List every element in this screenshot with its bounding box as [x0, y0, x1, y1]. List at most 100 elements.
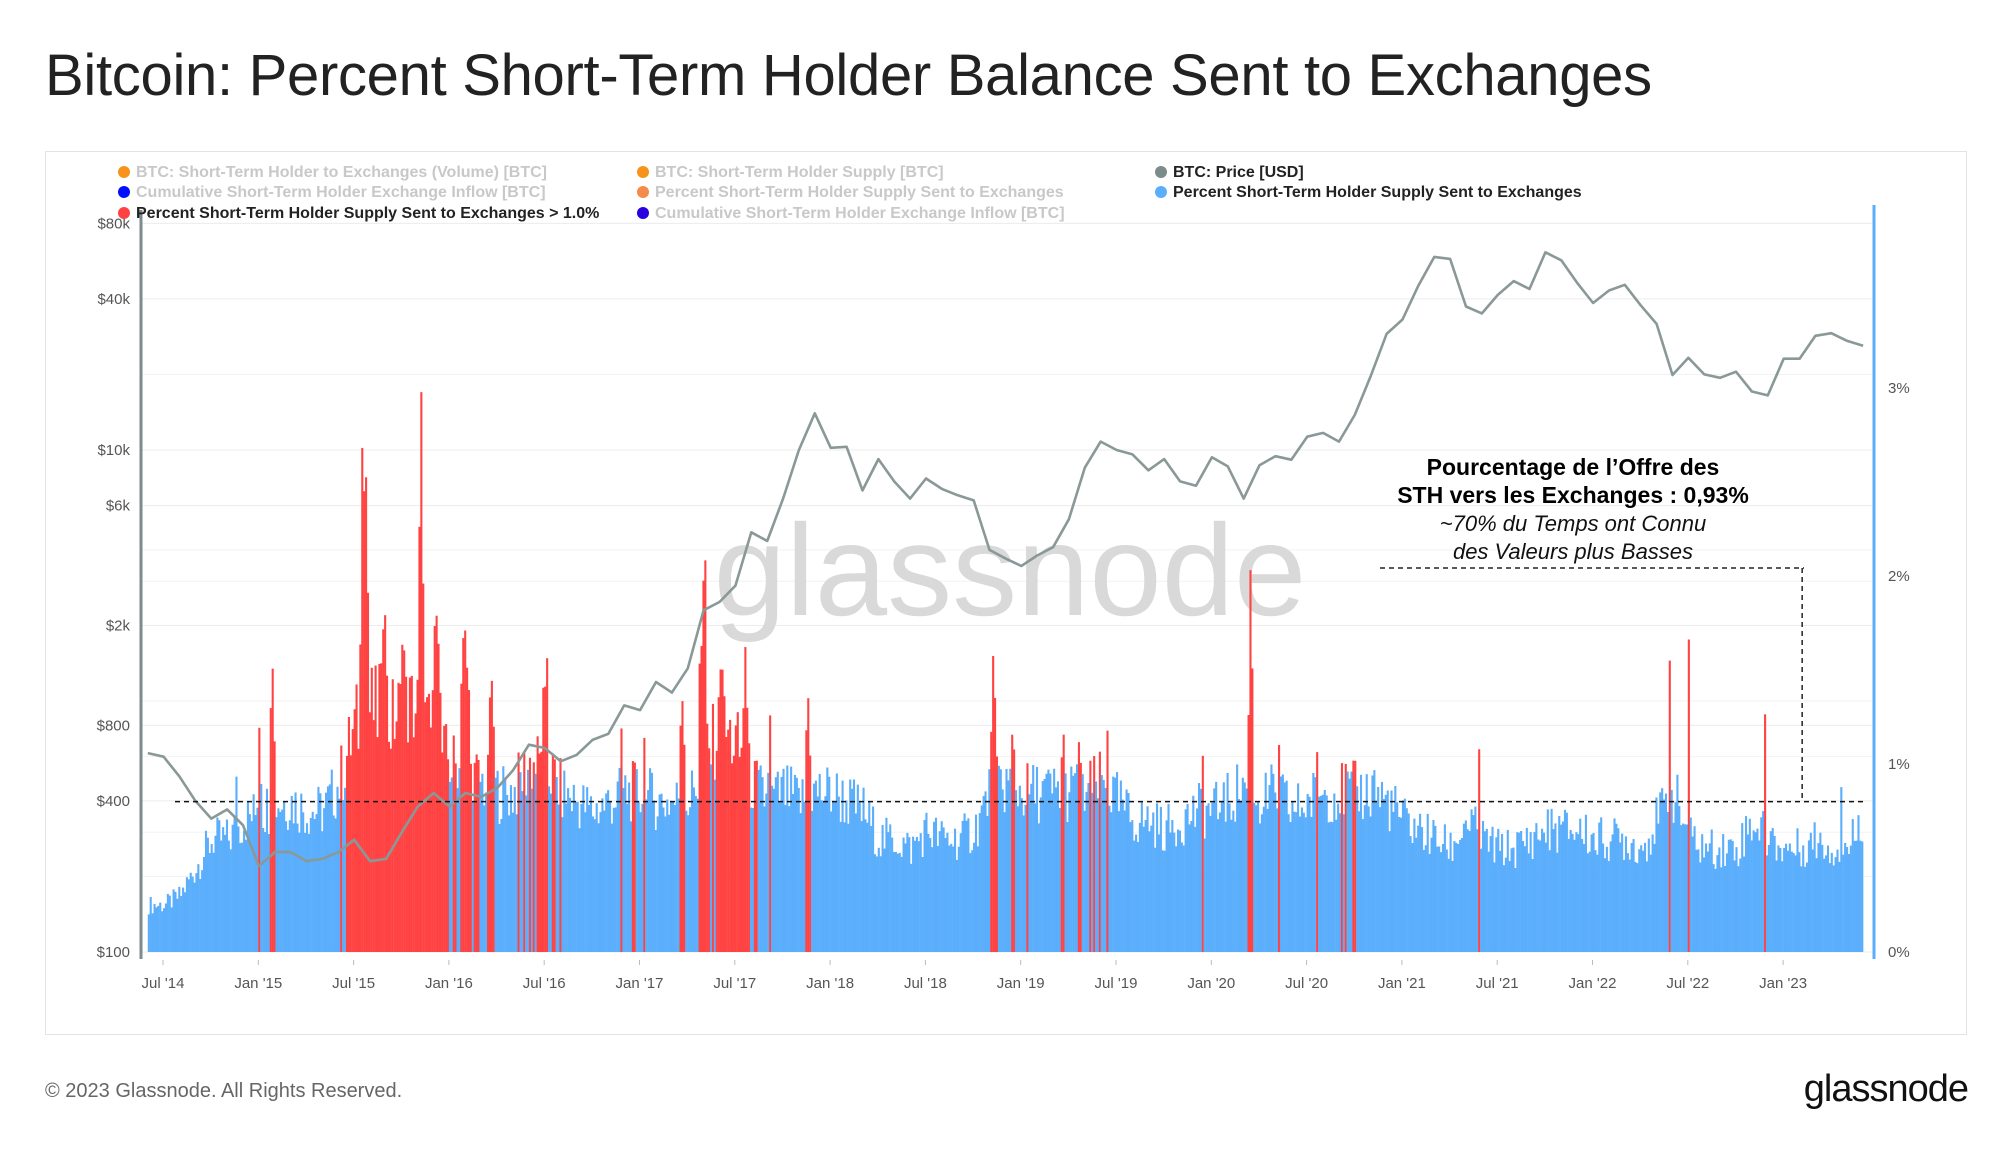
- percent-bar: [1554, 823, 1557, 952]
- legend-item[interactable]: Percent Short-Term Holder Supply Sent to…: [1155, 184, 1582, 201]
- percent-bar: [1405, 808, 1408, 952]
- legend-item[interactable]: Percent Short-Term Holder Supply Sent to…: [637, 184, 1064, 201]
- percent-bar: [1116, 772, 1119, 952]
- percent-bar: [622, 787, 625, 952]
- percent-bar: [1666, 811, 1669, 952]
- percent-bar: [1220, 800, 1223, 952]
- percent-bar: [610, 823, 614, 952]
- percent-bar: [1211, 802, 1214, 952]
- x-tick-label: Jul '22: [1666, 975, 1709, 992]
- percent-bar: [1127, 793, 1130, 952]
- percent-bar: [1727, 839, 1730, 952]
- percent-bar: [485, 792, 488, 952]
- percent-bar: [828, 776, 831, 952]
- percent-bar: [361, 447, 364, 952]
- percent-bar: [1348, 778, 1351, 952]
- percent-bar: [801, 779, 804, 952]
- percent-bar: [1655, 797, 1658, 952]
- percent-bar: [1150, 825, 1153, 952]
- percent-bar: [892, 852, 896, 952]
- percent-bar: [799, 813, 802, 952]
- percent-bar: [1792, 853, 1795, 952]
- percent-bar: [1192, 795, 1195, 952]
- percent-bar: [609, 801, 612, 952]
- percent-bar: [889, 824, 892, 952]
- x-tick-label: Jan '17: [616, 975, 664, 992]
- annotation-line1: Pourcentage de l’Offre des: [1427, 454, 1720, 480]
- percent-bar: [744, 647, 747, 952]
- percent-bar: [934, 817, 938, 952]
- percent-bar: [315, 814, 318, 952]
- percent-bar: [330, 769, 333, 952]
- percent-bar: [1533, 832, 1536, 952]
- percent-bar: [948, 845, 951, 952]
- percent-bar: [974, 814, 978, 952]
- percent-bar: [1602, 843, 1605, 952]
- legend-item[interactable]: Percent Short-Term Holder Supply Sent to…: [118, 205, 599, 222]
- percent-bar: [933, 821, 936, 952]
- percent-bar: [1725, 853, 1729, 952]
- percent-bar: [1399, 817, 1403, 952]
- x-tick-label: Jan '18: [806, 975, 854, 992]
- percent-bar: [1083, 810, 1086, 952]
- percent-bar: [187, 879, 190, 952]
- percent-bar: [1196, 808, 1199, 952]
- percent-bar: [1845, 847, 1849, 952]
- percent-bar: [586, 787, 589, 952]
- percent-bar: [931, 847, 934, 952]
- percent-bar: [1558, 815, 1561, 952]
- percent-bar: [1649, 854, 1652, 952]
- percent-bar: [912, 836, 915, 952]
- percent-bar: [955, 859, 958, 952]
- percent-bar: [675, 782, 678, 952]
- percent-bar: [441, 752, 444, 952]
- percent-bar: [1058, 808, 1061, 952]
- legend-item[interactable]: Cumulative Short-Term Holder Exchange In…: [637, 205, 1065, 222]
- percent-bar: [1432, 820, 1435, 952]
- percent-bar: [157, 905, 160, 952]
- percent-bar: [894, 851, 898, 952]
- percent-bar: [283, 801, 286, 952]
- percent-bar: [248, 814, 251, 952]
- percent-bar: [1108, 805, 1111, 952]
- percent-bar: [1733, 860, 1736, 952]
- percent-bar: [711, 703, 715, 952]
- percent-bar: [694, 795, 697, 952]
- percent-bar: [860, 821, 863, 952]
- percent-bar: [168, 895, 171, 952]
- percent-bar: [1199, 788, 1202, 952]
- percent-bar: [1501, 833, 1504, 952]
- percent-bar: [1622, 859, 1626, 952]
- percent-bar: [473, 762, 476, 952]
- percent-bar: [1697, 849, 1700, 952]
- percent-bar: [1552, 829, 1555, 952]
- percent-bar: [1119, 780, 1122, 952]
- percent-bar: [1266, 808, 1269, 952]
- legend-item[interactable]: BTC: Price [USD]: [1155, 164, 1304, 181]
- percent-bar: [426, 697, 429, 952]
- legend-item[interactable]: BTC: Short-Term Holder to Exchanges (Vol…: [118, 164, 547, 181]
- percent-bar: [715, 750, 718, 952]
- percent-bar: [1853, 840, 1856, 952]
- percent-bar: [654, 829, 657, 952]
- percent-bar: [681, 701, 684, 952]
- percent-bar: [1016, 806, 1019, 952]
- percent-bar: [906, 832, 909, 952]
- percent-bar: [1750, 840, 1753, 952]
- percent-bar: [649, 768, 652, 952]
- legend-item[interactable]: Cumulative Short-Term Holder Exchange In…: [118, 184, 546, 201]
- percent-bar: [875, 856, 878, 952]
- percent-bar: [544, 686, 547, 952]
- percent-bar: [568, 797, 572, 952]
- percent-bar: [1293, 811, 1296, 952]
- x-tick-label: Jul '15: [332, 975, 375, 992]
- percent-bar: [1045, 773, 1048, 952]
- percent-bar: [1489, 836, 1492, 952]
- legend-item[interactable]: BTC: Short-Term Holder Supply [BTC]: [637, 164, 944, 181]
- percent-bar: [300, 793, 303, 952]
- percent-bar: [1289, 822, 1292, 952]
- percent-bar: [565, 803, 568, 952]
- percent-bar: [1138, 822, 1141, 952]
- percent-bar: [546, 658, 549, 952]
- percent-bar: [271, 668, 274, 952]
